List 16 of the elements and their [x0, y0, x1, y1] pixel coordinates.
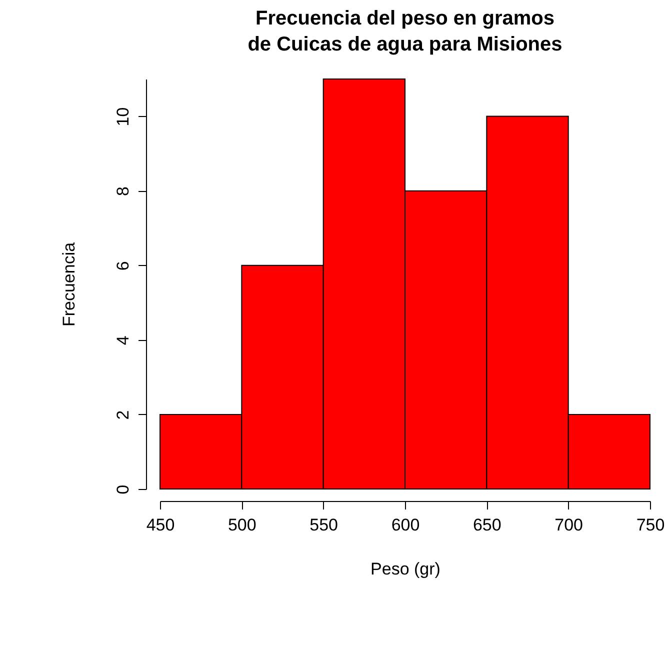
x-tick-label: 500 [228, 516, 256, 534]
chart-title: Frecuencia del peso en gramos de Cuicas de agua para Misiones [248, 8, 562, 56]
y-tick-label: 10 [114, 107, 132, 126]
x-tick-label: 450 [146, 516, 175, 534]
x-axis-title: Peso (gr) [370, 560, 440, 578]
y-tick-label: 6 [114, 261, 132, 271]
y-axis-title: Frecuencia [60, 242, 78, 327]
x-tick-label: 550 [310, 516, 338, 534]
y-tick-label: 0 [114, 484, 132, 494]
y-tick-label: 4 [114, 336, 132, 346]
y-tick-label: 2 [114, 410, 132, 420]
x-tick-label: 650 [472, 516, 502, 534]
x-tick-label: 750 [636, 516, 665, 534]
x-tick-label: 700 [554, 516, 584, 534]
x-tick-label: 600 [391, 516, 420, 534]
y-tick-label: 8 [114, 186, 132, 196]
